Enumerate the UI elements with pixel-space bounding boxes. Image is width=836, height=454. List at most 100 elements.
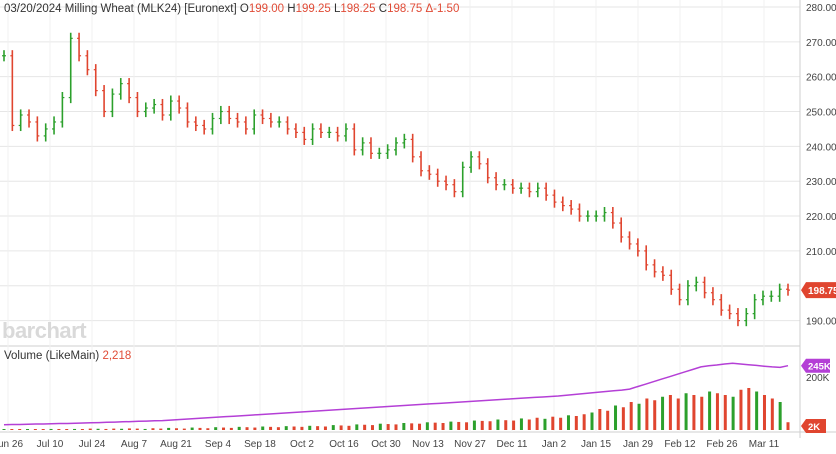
volume-bar <box>700 396 704 430</box>
volume-bar <box>535 417 539 430</box>
volume-bar <box>300 426 304 430</box>
price-tick-label: 230.00 <box>806 177 836 188</box>
volume-bar <box>190 427 194 430</box>
volume-bar <box>457 421 461 430</box>
volume-bar <box>410 423 414 430</box>
time-tick-label: Sep 18 <box>244 439 276 450</box>
volume-bar <box>418 423 422 430</box>
volume-study: (LikeMain) <box>45 350 100 362</box>
volume-bar <box>292 426 296 430</box>
close-label: C <box>378 3 388 15</box>
volume-bar <box>574 416 578 430</box>
volume-bar <box>723 395 727 430</box>
volume-bar <box>323 426 327 430</box>
volume-bar <box>708 391 712 430</box>
volume-bar <box>33 429 37 430</box>
high-value: 199.25 <box>295 3 331 15</box>
volume-bar <box>174 428 178 430</box>
time-tick-label: Nov 27 <box>454 439 486 450</box>
volume-bar <box>676 398 680 430</box>
volume-bar <box>559 417 563 430</box>
volume-bar <box>276 427 280 430</box>
volume-bar <box>598 409 602 430</box>
price-tick-label: 260.00 <box>806 73 836 84</box>
volume-bar <box>316 426 320 430</box>
volume-bar <box>96 428 100 430</box>
volume-bar <box>120 428 124 430</box>
volume-bar <box>331 425 335 430</box>
volume-bar <box>245 427 249 430</box>
volume-tick-label: 2K <box>808 422 820 433</box>
volume-bar <box>370 425 374 430</box>
volume-bar <box>661 396 665 430</box>
price-tick-label: 220.00 <box>806 212 836 223</box>
volume-bar <box>606 410 610 430</box>
volume-bar <box>402 423 406 430</box>
volume-bar <box>127 428 131 430</box>
time-tick-label: Oct 16 <box>329 439 359 450</box>
time-tick-label: Oct 2 <box>290 439 314 450</box>
volume-bar <box>151 428 155 430</box>
volume-bar <box>206 428 210 430</box>
open-interest-label: 245K <box>808 362 831 373</box>
time-tick-label: Jul 10 <box>37 439 64 450</box>
time-tick-label: Jan 29 <box>623 439 653 450</box>
volume-last-badge <box>801 419 826 433</box>
volume-bar <box>284 426 288 430</box>
volume-bar <box>394 424 398 430</box>
chart-header: 03/20/2024 Milling Wheat (MLK24) [Eurone… <box>4 3 459 15</box>
volume-bar <box>465 422 469 430</box>
volume-bar <box>747 388 751 430</box>
volume-bar <box>472 420 476 430</box>
close-value: 198.75 <box>387 3 423 15</box>
volume-bar <box>159 428 163 430</box>
volume-value: 2,218 <box>102 350 132 362</box>
change-value: -1.50 <box>433 3 460 15</box>
volume-label: Volume <box>4 350 43 362</box>
volume-bar <box>449 421 453 430</box>
volume-bar <box>496 419 500 430</box>
volume-bar <box>778 402 782 430</box>
volume-bar <box>637 403 641 430</box>
volume-bar <box>527 419 531 430</box>
volume-bar <box>49 428 53 430</box>
volume-bar <box>10 429 14 430</box>
volume-bar <box>41 429 45 430</box>
volume-bar <box>653 400 657 430</box>
volume-bar <box>504 420 508 430</box>
time-tick-label: Dec 11 <box>497 439 528 450</box>
volume-bar <box>692 395 696 430</box>
last-price-label: 198.75 <box>808 286 836 297</box>
volume-bar <box>386 424 390 430</box>
price-tick-label: 270.00 <box>806 38 836 49</box>
volume-bar <box>198 427 202 430</box>
volume-bar <box>566 415 570 430</box>
time-tick-label: Jan 15 <box>581 439 611 450</box>
volume-bar <box>182 428 186 430</box>
open-label: O <box>239 3 249 15</box>
volume-bar <box>739 389 743 430</box>
volume-bar <box>731 396 735 430</box>
volume-bar <box>112 428 116 430</box>
volume-bar <box>762 395 766 430</box>
price-tick-label: 280.00 <box>806 3 836 14</box>
volume-bar <box>770 398 774 430</box>
time-tick-label: Sep 4 <box>205 439 232 450</box>
volume-bar <box>269 426 273 430</box>
time-tick-label: Jan 2 <box>542 439 567 450</box>
volume-bar <box>143 428 147 430</box>
volume-bar <box>684 393 688 430</box>
volume-bar <box>88 428 92 430</box>
volume-bar <box>488 421 492 430</box>
high-label: H <box>287 3 296 15</box>
header-instrument: Milling Wheat (MLK24) [Euronext] <box>64 3 237 15</box>
volume-bar <box>582 414 586 430</box>
price-tick-label: 190.00 <box>806 317 836 328</box>
change-label: Δ <box>425 3 434 15</box>
time-tick-label: Aug 21 <box>160 439 192 450</box>
volume-bar <box>104 428 108 430</box>
low-value: 198.25 <box>340 3 376 15</box>
time-tick-label: Nov 13 <box>412 439 444 450</box>
open-interest-line <box>3 362 789 426</box>
